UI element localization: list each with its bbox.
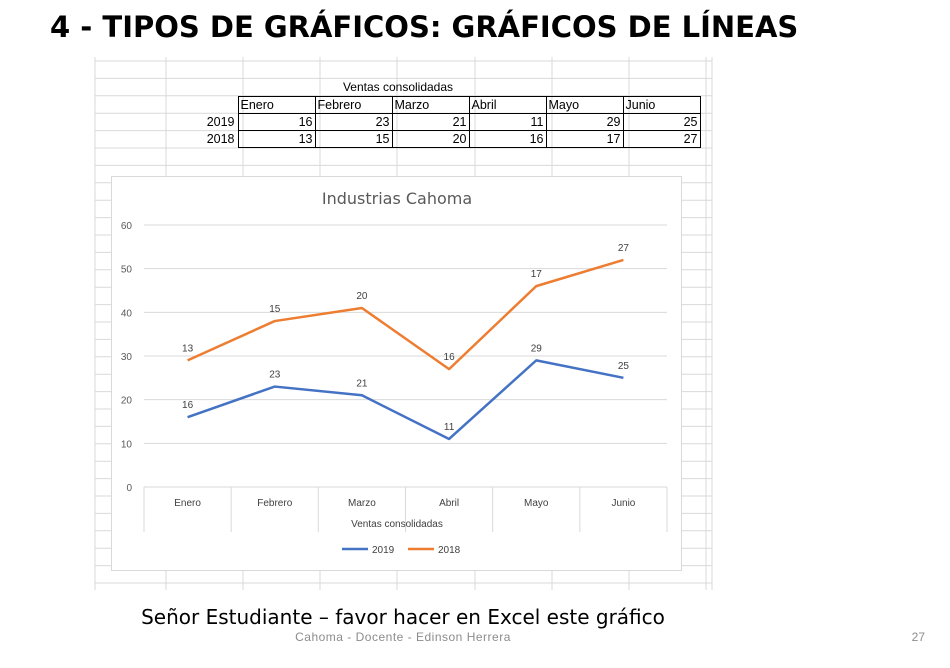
header-cell[interactable]: Enero [237, 96, 316, 114]
line-chart[interactable]: Industrias Cahoma 0 10 20 30 40 50 60 Enero Febre… [111, 176, 682, 571]
data-label: 21 [356, 378, 368, 389]
data-label: 27 [618, 243, 630, 254]
header-cell[interactable]: Junio [622, 96, 701, 114]
legend-label: 2018 [438, 545, 461, 556]
value-cell[interactable]: 25 [622, 113, 701, 131]
row-label[interactable]: 2019 [206, 115, 235, 129]
legend-label: 2019 [372, 545, 395, 556]
instruction-text: Señor Estudiante – favor hacer en Excel … [141, 605, 665, 629]
value-cell[interactable]: 21 [391, 113, 470, 131]
x-tick-label: Enero [174, 498, 201, 509]
x-tick-label: Mayo [524, 498, 549, 509]
page-number: 27 [911, 630, 925, 644]
value-cell[interactable]: 27 [622, 130, 701, 148]
data-label: 16 [182, 400, 194, 411]
table-header-row: Enero Febrero Marzo Abril Mayo Junio [166, 96, 701, 114]
y-tick-label: 0 [126, 483, 132, 494]
y-tick-label: 10 [121, 439, 133, 450]
value-cell[interactable]: 16 [468, 130, 547, 148]
value-cell[interactable]: 23 [314, 113, 393, 131]
y-tick-label: 30 [121, 352, 133, 363]
y-tick-label: 40 [121, 308, 133, 319]
chart-canvas: Industrias Cahoma 0 10 20 30 40 50 60 Enero Febre… [121, 189, 668, 556]
x-tick-label: Febrero [257, 498, 292, 509]
table-row: 2019 16 23 21 11 29 25 [166, 113, 701, 131]
header-cell[interactable]: Febrero [314, 96, 393, 114]
data-label: 29 [531, 343, 543, 354]
data-label: 16 [444, 352, 456, 363]
data-label: 23 [269, 370, 281, 381]
value-cell[interactable]: 13 [237, 130, 316, 148]
table-title: Ventas consolidadas [342, 80, 454, 94]
header-cell[interactable]: Abril [468, 96, 547, 114]
data-label: 20 [356, 291, 368, 302]
author-footer: Cahoma - Docente - Edinson Herrera [295, 630, 511, 644]
y-tick-label: 20 [121, 396, 133, 407]
header-cell[interactable]: Mayo [545, 96, 624, 114]
data-label: 25 [618, 361, 630, 372]
sales-table: Enero Febrero Marzo Abril Mayo Junio 201… [166, 96, 701, 148]
value-cell[interactable]: 20 [391, 130, 470, 148]
value-cell[interactable]: 29 [545, 113, 624, 131]
x-tick-label: Abril [439, 498, 459, 509]
x-tick-label: Marzo [348, 498, 376, 509]
data-label: 15 [269, 304, 281, 315]
value-cell[interactable]: 16 [237, 113, 316, 131]
value-cell[interactable]: 17 [545, 130, 624, 148]
data-label: 17 [531, 269, 543, 280]
x-tick-label: Junio [611, 498, 635, 509]
series-line-2018 [187, 258, 624, 371]
y-tick-label: 60 [121, 221, 133, 232]
header-cell[interactable]: Marzo [391, 96, 470, 114]
data-label: 13 [182, 343, 194, 354]
table-row: 2018 13 15 20 16 17 27 [166, 130, 701, 148]
value-cell[interactable]: 15 [314, 130, 393, 148]
x-axis-title: Ventas consolidadas [351, 519, 443, 530]
slide-title: 4 - TIPOS DE GRÁFICOS: GRÁFICOS DE LÍNEA… [50, 10, 799, 44]
y-tick-label: 50 [121, 265, 133, 276]
row-label[interactable]: 2018 [206, 132, 235, 146]
data-label: 11 [444, 422, 455, 433]
table-corner-cell [166, 97, 238, 114]
value-cell[interactable]: 11 [468, 113, 547, 131]
chart-title: Industrias Cahoma [322, 189, 472, 208]
series-line-2019 [187, 359, 624, 441]
